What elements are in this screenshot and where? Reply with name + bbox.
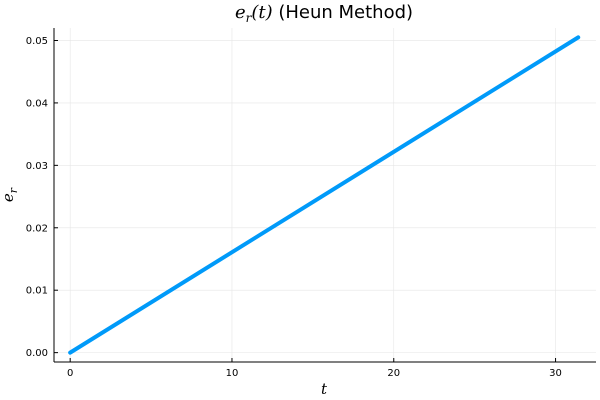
x-tick-label: 30 bbox=[549, 368, 562, 379]
x-axis-label: t bbox=[321, 380, 328, 398]
title-text: (Heun Method) bbox=[273, 2, 413, 23]
x-tick-label: 10 bbox=[226, 368, 239, 379]
y-axis-label: er bbox=[0, 187, 20, 202]
title-math-sub: r bbox=[246, 11, 253, 25]
y-tick-label: 0.00 bbox=[26, 348, 48, 359]
axes bbox=[53, 28, 596, 363]
grid bbox=[54, 28, 596, 362]
ticks: 0 10 20 30 0.00 0.01 0.02 0.03 0.04 0.05 bbox=[26, 36, 562, 379]
y-tick-label: 0.04 bbox=[26, 98, 48, 109]
x-tick-label: 0 bbox=[67, 368, 73, 379]
series-group bbox=[68, 35, 581, 355]
title-math-e: e bbox=[235, 2, 246, 23]
y-tick-label: 0.05 bbox=[26, 36, 48, 47]
y-tick-label: 0.01 bbox=[26, 286, 48, 297]
title-math-arg: (t) bbox=[251, 2, 272, 23]
y-tick-label: 0.03 bbox=[26, 161, 48, 172]
series-line bbox=[68, 35, 581, 355]
y-tick-label: 0.02 bbox=[26, 223, 48, 234]
chart-title: er(t) (Heun Method) bbox=[235, 2, 413, 25]
y-axis-label-sub: r bbox=[7, 187, 20, 193]
x-tick-label: 20 bbox=[387, 368, 400, 379]
y-axis-label-main: e bbox=[0, 193, 17, 202]
